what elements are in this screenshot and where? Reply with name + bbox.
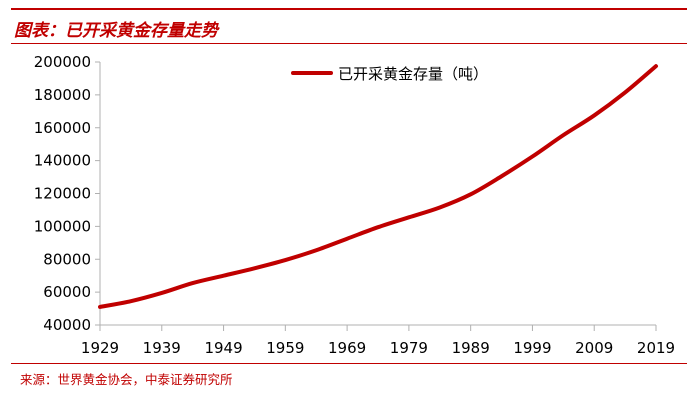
- footer-rule: [11, 363, 687, 364]
- x-tick-label: 1979: [390, 339, 428, 357]
- y-tick-label: 180000: [34, 86, 91, 104]
- x-tick-label: 1959: [266, 339, 304, 357]
- header-bottom-rule: [11, 43, 687, 44]
- y-tick-label: 200000: [34, 53, 91, 71]
- x-tick-label: 1949: [204, 339, 242, 357]
- x-tick-label: 1929: [81, 339, 119, 357]
- x-tick-label: 1939: [143, 339, 181, 357]
- y-tick-label: 40000: [43, 316, 91, 334]
- chart-caption-title: 图表：已开采黄金存量走势: [14, 21, 218, 41]
- y-tick-label: 80000: [43, 250, 91, 268]
- y-tick-label: 60000: [43, 283, 91, 301]
- y-tick-label: 120000: [34, 185, 91, 203]
- x-tick-label: 1989: [452, 339, 490, 357]
- source-note: 来源：世界黄金协会，中泰证券研究所: [20, 372, 233, 387]
- x-tick-label: 1969: [328, 339, 366, 357]
- x-tick-label: 2019: [637, 339, 675, 357]
- x-tick-label: 1999: [513, 339, 551, 357]
- series-line-0: [98, 64, 658, 309]
- y-tick-label: 140000: [34, 152, 91, 170]
- y-tick-label: 100000: [34, 217, 91, 235]
- legend-label: 已开采黄金存量（吨）: [338, 65, 488, 83]
- y-tick-label: 160000: [34, 119, 91, 137]
- x-tick-label: 2009: [575, 339, 613, 357]
- header-top-rule: [11, 8, 687, 10]
